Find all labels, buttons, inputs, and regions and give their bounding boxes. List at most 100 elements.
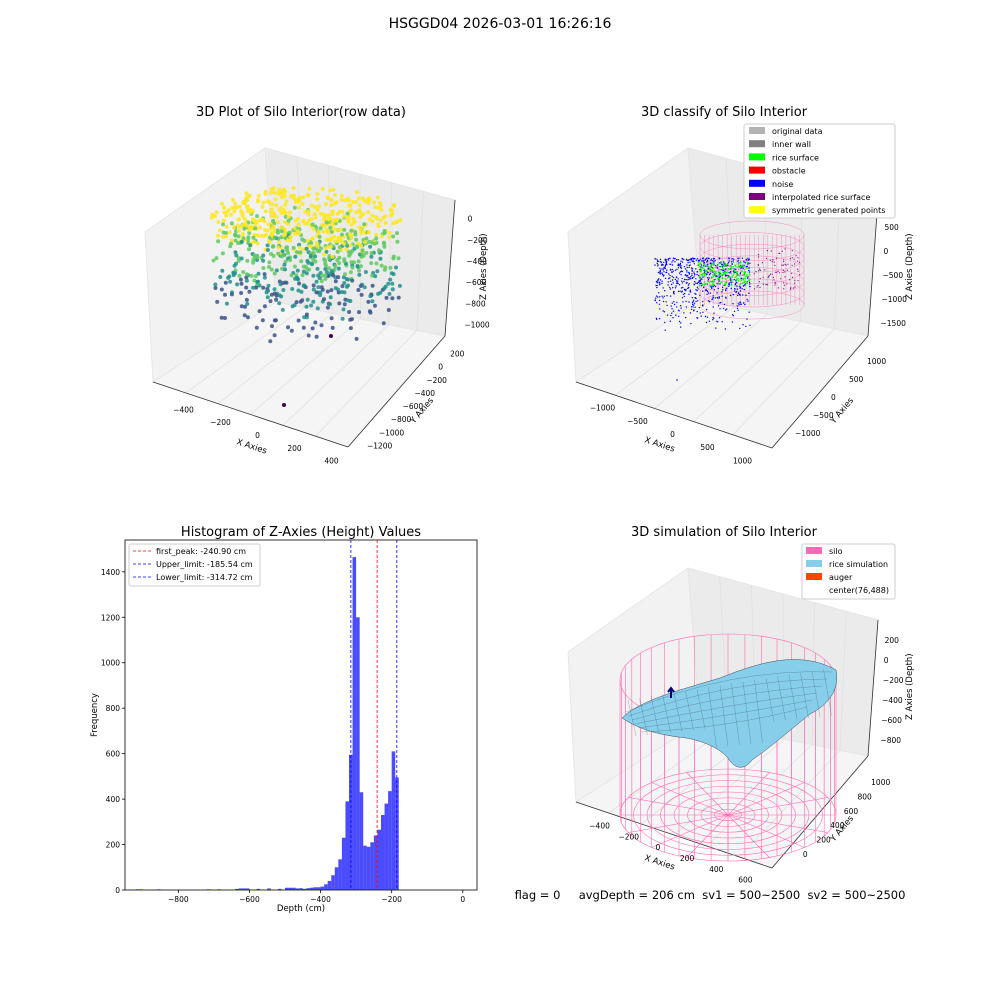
noise-point: [657, 279, 659, 281]
data-point: [247, 289, 252, 294]
legend: first_peak: -240.90 cm Upper_limit: -185.…: [128, 543, 261, 587]
data-point: [318, 293, 323, 298]
noise-point: [655, 284, 657, 287]
histogram-bar: [306, 888, 310, 890]
noise-point: [706, 257, 708, 259]
noise-point: [701, 257, 704, 260]
noise-point: [688, 259, 690, 261]
noise-point: [680, 260, 682, 262]
noise-point: [691, 277, 693, 280]
data-point: [272, 190, 277, 195]
x-tick-label: −600: [239, 895, 260, 904]
noise-point: [677, 278, 679, 280]
noise-point: [748, 267, 750, 269]
noise-point: [654, 299, 656, 301]
rice-surface-point: [701, 266, 704, 269]
data-point: [323, 261, 328, 266]
noise-point: [661, 282, 663, 285]
noise-point: [691, 270, 693, 272]
rice-surface-point: [708, 281, 711, 284]
noise-point: [681, 280, 683, 282]
data-point: [381, 240, 386, 245]
data-point: [331, 187, 336, 192]
noise-point: [695, 289, 697, 291]
data-point: [296, 318, 301, 323]
surface-mesh-line: [627, 699, 637, 737]
auger-marker: [667, 686, 675, 698]
data-point: [309, 203, 314, 208]
noise-point: [672, 287, 674, 289]
data-point: [324, 220, 329, 225]
data-point: [283, 211, 288, 216]
interpolated-point: [791, 264, 793, 266]
noise-point: [732, 315, 735, 317]
noise-point: [723, 303, 726, 306]
data-point: [222, 205, 227, 210]
noise-point: [688, 301, 690, 303]
noise-point: [680, 274, 682, 276]
interpolated-point: [780, 278, 782, 280]
noise-point: [663, 271, 665, 273]
data-point: [369, 254, 374, 259]
noise-point: [678, 272, 681, 274]
noise-point: [711, 260, 714, 262]
z-tick-label: −200: [883, 676, 904, 685]
noise-point: [749, 283, 751, 285]
rice-surface-point: [742, 277, 745, 280]
noise-point: [659, 272, 661, 274]
interpolated-point: [758, 281, 761, 283]
data-point: [358, 227, 363, 232]
y-tick-label: 0: [803, 850, 808, 859]
noise-point: [688, 264, 691, 267]
data-point: [324, 249, 329, 254]
data-point: [346, 216, 351, 221]
noise-point: [655, 281, 658, 283]
noise-point: [746, 281, 748, 283]
data-point: [286, 251, 291, 256]
data-point: [357, 203, 362, 208]
data-point: [314, 334, 319, 339]
data-point: [328, 216, 333, 221]
data-point: [271, 186, 276, 191]
data-point: [331, 273, 335, 278]
interpolated-point: [771, 261, 773, 263]
interpolated-point: [766, 284, 768, 286]
rice-surface-point: [742, 279, 745, 281]
data-point: [229, 212, 233, 217]
data-point: [352, 219, 357, 224]
rice-surface-point: [717, 271, 720, 273]
noise-point: [735, 290, 738, 293]
noise-point: [680, 322, 682, 324]
data-point: [295, 268, 300, 273]
noise-point: [655, 297, 657, 299]
data-point: [314, 240, 319, 245]
noise-point: [700, 285, 703, 287]
histogram-bar: [242, 888, 246, 890]
data-point: [216, 220, 221, 225]
noise-point: [724, 274, 727, 276]
data-point: [281, 288, 286, 292]
data-point: [239, 291, 244, 295]
data-point: [301, 269, 306, 274]
noise-point: [730, 287, 732, 290]
data-point: [306, 193, 311, 198]
grid-line: [673, 738, 785, 836]
noise-point: [742, 294, 744, 296]
data-point: [292, 264, 297, 269]
noise-point: [702, 290, 704, 292]
noise-point: [656, 260, 659, 263]
noise-point: [713, 289, 716, 291]
noise-point: [712, 306, 714, 308]
noise-point: [704, 259, 706, 261]
data-point: [323, 267, 328, 272]
rice-surface-point: [714, 266, 717, 269]
data-point: [333, 193, 337, 197]
flag-text: flag = 0: [514, 888, 561, 902]
data-point: [259, 233, 264, 238]
data-point: [274, 203, 279, 208]
data-point: [368, 310, 373, 315]
data-point: [376, 291, 381, 296]
histogram-bar: [217, 889, 221, 890]
histogram-bar: [356, 617, 360, 890]
silo-floor-spoke: [628, 797, 729, 816]
